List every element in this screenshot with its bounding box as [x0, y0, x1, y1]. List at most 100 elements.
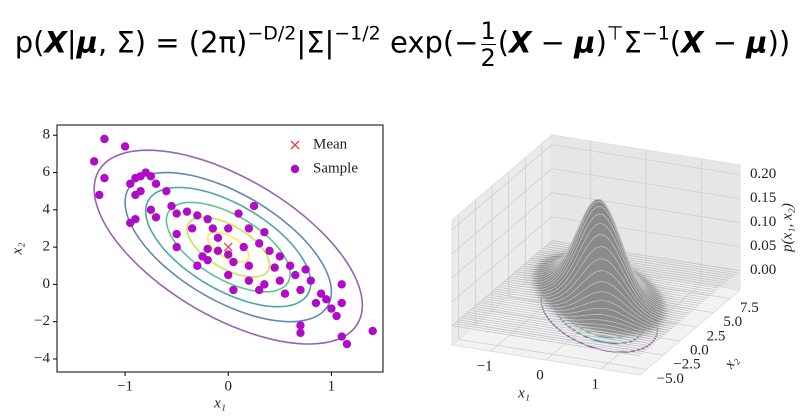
- y-tick-label: 0.0: [690, 342, 709, 358]
- y-tick-label: 2: [43, 239, 51, 255]
- sample-point: [224, 270, 233, 280]
- sample-point: [337, 298, 346, 308]
- sample-point: [255, 285, 264, 295]
- sample-point: [187, 224, 197, 233]
- x-tick-label: 0: [536, 367, 544, 383]
- z-tick-label: 0.15: [750, 190, 776, 206]
- sample-point: [265, 246, 274, 256]
- surface-strip: [456, 321, 645, 353]
- mean-marker: [223, 242, 233, 252]
- formula-part: ⊤: [606, 22, 624, 45]
- sample-point: [213, 246, 223, 256]
- sample-point: [301, 265, 310, 274]
- sample-point: [280, 289, 290, 298]
- x-tick-label: 0: [225, 378, 233, 394]
- sample-point: [316, 289, 326, 298]
- y-tick-label: 8: [43, 127, 51, 143]
- sample-point: [162, 186, 171, 196]
- sample-point: [311, 298, 321, 308]
- contour: [144, 186, 312, 308]
- grid-line: [451, 216, 553, 303]
- sample-point: [234, 209, 243, 218]
- sample-point: [203, 255, 212, 265]
- sample-point: [255, 239, 264, 248]
- formula-part: −1: [641, 22, 670, 45]
- x-tick-label: −1: [477, 359, 493, 375]
- sample-point: [100, 134, 109, 144]
- sample-point: [100, 173, 109, 183]
- sample-point: [249, 201, 259, 211]
- x-tick-label: 1: [328, 378, 336, 394]
- surface-strip: [451, 325, 641, 357]
- sample-point: [332, 311, 341, 321]
- surface-strip: [465, 313, 654, 345]
- formula-part: X: [509, 25, 532, 60]
- y-tick-label: 0: [43, 276, 51, 292]
- legend-label: Sample: [313, 160, 358, 176]
- formula-part: , Σ) = (2π): [97, 25, 248, 60]
- contour: [124, 171, 333, 323]
- sample-point: [182, 207, 192, 216]
- formula-part: μ: [76, 25, 98, 60]
- legend-label: Mean: [313, 136, 348, 152]
- formula-part: μ: [746, 25, 768, 60]
- sample-point: [172, 209, 181, 218]
- sample-point: [229, 257, 238, 267]
- formula-part: (: [669, 25, 682, 60]
- sample-point: [151, 213, 161, 222]
- legend-marker: [290, 140, 300, 150]
- x-tick-label: −1: [117, 378, 133, 394]
- sample-point: [275, 252, 285, 261]
- sample-point: [224, 250, 233, 259]
- grid-line: [551, 144, 741, 176]
- z-tick-label: 0.10: [750, 214, 776, 230]
- sample-point: [296, 285, 305, 295]
- sample-point: [208, 224, 217, 233]
- sample-point: [244, 276, 254, 285]
- formula-part: (: [497, 25, 510, 60]
- sample-point: [172, 242, 181, 252]
- sample-point: [244, 261, 254, 270]
- sample-point: [203, 244, 212, 254]
- grid-line: [458, 338, 647, 370]
- y-tick-label: −2: [34, 313, 50, 329]
- grid-line: [451, 192, 553, 278]
- grid-line: [451, 144, 553, 230]
- y-tick-label: 4: [43, 201, 51, 217]
- formula-part: exp(−: [380, 25, 479, 60]
- x-axis-label: x₁: [517, 385, 530, 401]
- grid-line: [451, 168, 553, 254]
- plot-frame: [56, 124, 384, 373]
- sample-point: [327, 304, 336, 313]
- formula-part: 1: [480, 17, 496, 45]
- grid-line: [451, 240, 553, 327]
- formula-part: X: [681, 25, 704, 60]
- sample-point: [275, 276, 285, 285]
- sample-point: [193, 211, 202, 220]
- sample-point: [306, 276, 315, 285]
- sample-point: [270, 263, 279, 272]
- sample-point: [296, 328, 305, 338]
- sample-point: [296, 321, 305, 330]
- formula-part: −: [531, 25, 575, 60]
- sample-point: [260, 227, 269, 237]
- formula-part: −D/2: [247, 22, 297, 45]
- sample-point: [342, 339, 352, 349]
- formula-part: ): [595, 25, 607, 60]
- formula-part: μ: [574, 25, 596, 60]
- sample-point: [146, 205, 156, 215]
- surface-strip: [461, 317, 650, 349]
- sample-point: [224, 224, 233, 233]
- z-axis-label: p(x₁, x₂): [779, 203, 795, 253]
- contour: [206, 231, 250, 263]
- y-tick-label: −5.0: [657, 371, 684, 387]
- formula-part: |: [66, 25, 77, 60]
- y-tick-label: 6: [43, 164, 51, 180]
- z-tick-label: 0.20: [750, 166, 776, 182]
- sample-point: [167, 201, 176, 211]
- formula-part: |Σ|: [296, 25, 335, 60]
- sample-point: [322, 295, 331, 304]
